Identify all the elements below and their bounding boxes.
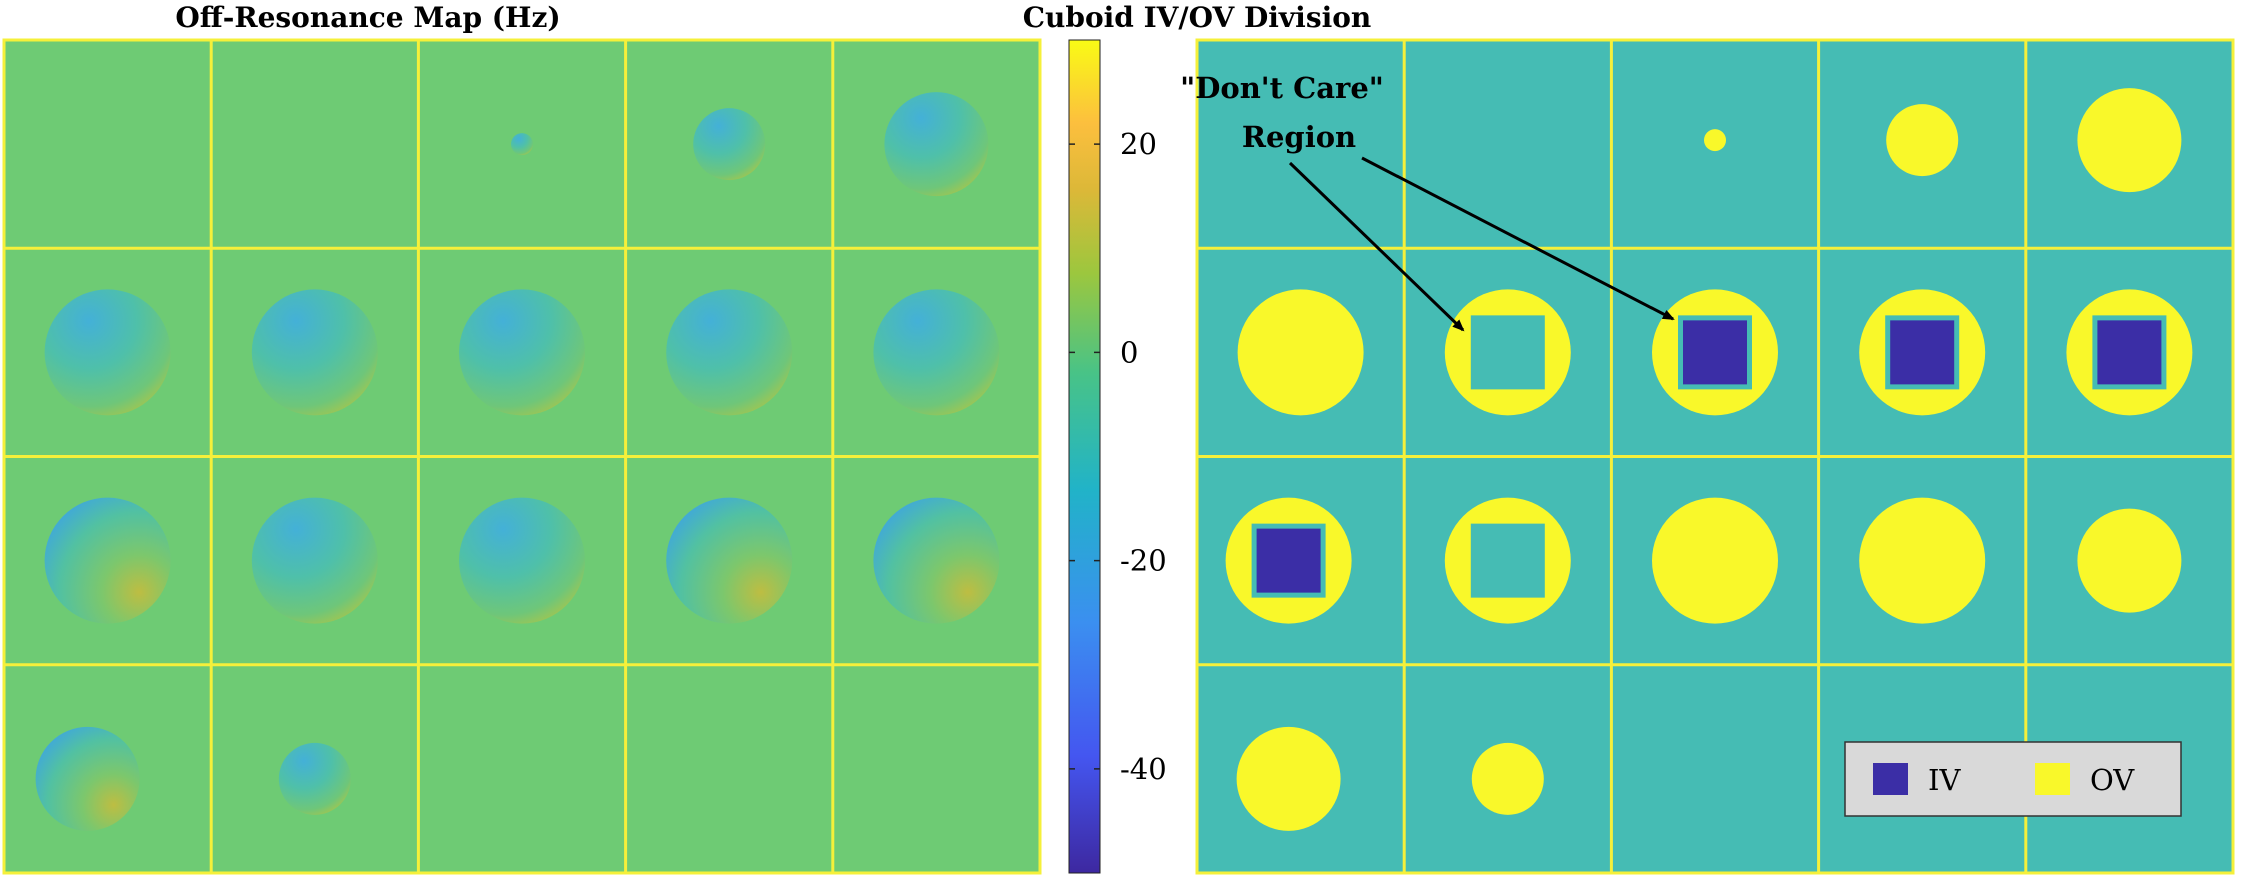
ov-region-slice-14 [1859, 497, 1986, 624]
ov-region-slice-3 [1704, 129, 1726, 152]
iv-region-slice-10 [2097, 320, 2162, 385]
off-resonance-slice-4 [693, 108, 766, 181]
off-resonance-slice-14 [666, 497, 793, 624]
legend: IV OV [1844, 741, 2182, 817]
ov-region-slice-13 [1652, 497, 1778, 624]
dont-care-annotation: "Don't Care" Region [1180, 71, 1675, 332]
off-resonance-slice-9 [666, 289, 793, 416]
colorbar-gradient [1068, 39, 1101, 874]
colorbar: 20 0 -20 -40 [1068, 39, 1167, 874]
ov-region-slice-16 [1236, 726, 1341, 831]
annotation-line2: Region [1242, 120, 1356, 154]
off-resonance-slice-17 [278, 742, 351, 815]
annotation-arrow-2 [1361, 156, 1675, 321]
colorbar-tick-label: -40 [1120, 752, 1167, 786]
colorbar-tick-label: -20 [1120, 544, 1167, 578]
iv-region-slice-11 [1256, 528, 1321, 593]
off-resonance-slice-10 [873, 289, 1000, 416]
off-resonance-slice-13 [459, 497, 585, 624]
ov-region-slice-15 [2077, 508, 2182, 613]
off-resonance-slice-3 [511, 133, 533, 156]
ov-region-slice-6 [1237, 289, 1364, 416]
annotation-line1: "Don't Care" [1180, 71, 1384, 105]
off-resonance-slice-11 [44, 497, 171, 624]
ov-region-slice-5 [2077, 88, 2182, 193]
off-resonance-slice-5 [884, 92, 989, 197]
dont-care-region [1470, 523, 1545, 598]
iv-region-slice-8 [1683, 320, 1747, 385]
dont-care-region [1470, 315, 1545, 390]
ov-region-slice-4 [1886, 104, 1959, 177]
colorbar-tick-label: 0 [1120, 335, 1138, 369]
off-resonance-slice-8 [459, 289, 585, 416]
colorbar-tick-label: 20 [1120, 127, 1157, 161]
off-resonance-title: Off-Resonance Map (Hz) [175, 1, 560, 34]
legend-ov-label: OV [2090, 763, 2135, 797]
iv-region-slice-9 [1890, 320, 1955, 385]
legend-iv-label: IV [1928, 763, 1961, 797]
annotation-arrow-1 [1288, 161, 1465, 332]
off-resonance-slice-16 [35, 726, 140, 831]
legend-ov-swatch [2035, 763, 2070, 795]
off-resonance-slice-7 [251, 289, 378, 416]
ov-region-slice-17 [1471, 742, 1544, 815]
cuboid-border [1195, 38, 2235, 875]
off-resonance-slice-12 [251, 497, 378, 624]
off-resonance-border [2, 38, 1042, 875]
off-resonance-map [2, 38, 1042, 875]
cuboid-division-map [1195, 38, 2235, 875]
off-resonance-slice-6 [44, 289, 171, 416]
off-resonance-slice-15 [873, 497, 1000, 624]
legend-iv-swatch [1873, 763, 1908, 795]
cuboid-division-title: Cuboid IV/OV Division [1023, 1, 1372, 34]
